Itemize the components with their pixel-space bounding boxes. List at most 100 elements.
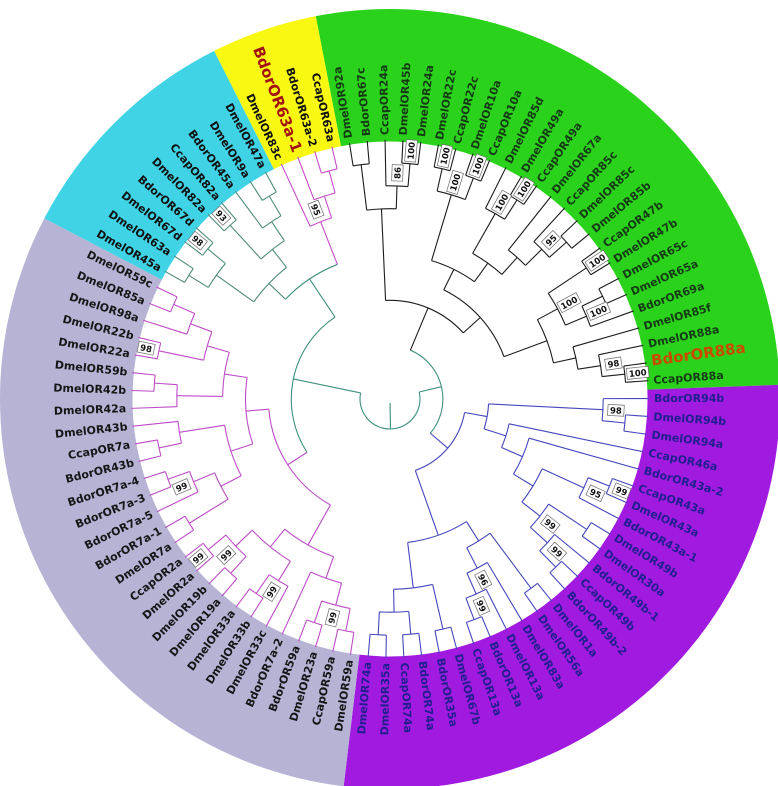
branch: [473, 262, 489, 283]
clade-arc: [539, 534, 556, 552]
branch: [323, 195, 333, 219]
branch: [313, 600, 323, 623]
branch: [541, 468, 585, 489]
clade-arc: [268, 574, 289, 587]
branch: [530, 526, 548, 544]
branch: [158, 442, 182, 449]
sector-yellow: [214, 16, 341, 170]
terminal-branch: [523, 185, 538, 205]
terminal-branch: [507, 195, 552, 251]
bootstrap-value: 99: [171, 478, 192, 496]
terminal-branch: [434, 630, 440, 654]
branch: [307, 504, 331, 546]
terminal-branch: [196, 555, 214, 572]
terminal-branch: [156, 491, 199, 513]
branch: [220, 475, 242, 487]
branch: [488, 403, 603, 411]
terminal-branch: [598, 344, 644, 356]
terminal-branch: [450, 626, 458, 650]
branch: [501, 257, 518, 275]
sector-lav: [0, 218, 360, 786]
bootstrap-value: 99: [539, 514, 561, 534]
terminal-branch: [418, 633, 423, 657]
branch: [503, 340, 548, 358]
leaf-label: DmelOR94b: [653, 410, 727, 428]
clade-arc: [508, 249, 526, 266]
bootstrap-label: 98: [607, 359, 620, 371]
terminal-branch: [138, 455, 161, 462]
clade-arc: [524, 582, 538, 594]
clade-arc: [310, 571, 342, 584]
terminal-branch: [138, 336, 161, 344]
terminal-branch: [249, 180, 263, 201]
bootstrap-value: 99: [472, 595, 491, 617]
branch: [429, 432, 449, 449]
terminal-branch: [480, 159, 491, 182]
branch: [525, 248, 543, 266]
branch: [207, 248, 226, 264]
clade-arc: [385, 299, 464, 334]
terminal-branch: [331, 146, 338, 170]
clade-arc: [253, 266, 287, 303]
branch: [513, 473, 534, 487]
bootstrap-box: [211, 205, 232, 226]
terminal-branch: [433, 144, 439, 168]
leaf-label: CcapOR88a: [653, 369, 724, 387]
branch: [464, 411, 488, 418]
branch: [255, 574, 270, 594]
leaf-label: BdorOR67c: [354, 67, 373, 137]
bootstrap-box: [187, 548, 209, 568]
terminal-branch: [349, 632, 355, 656]
terminal-branch: [401, 140, 404, 164]
terminal-branch: [195, 227, 214, 244]
bootstrap-label: 100: [449, 173, 464, 193]
branch: [380, 208, 387, 301]
bootstrap-value: 86: [391, 164, 404, 182]
bootstrap-box: [446, 169, 464, 195]
leaf-label: DmelOR74a: [355, 662, 374, 735]
terminal-branch: [143, 319, 188, 335]
terminal-branch: [234, 190, 264, 229]
clade-arc: [184, 268, 194, 283]
terminal-branch: [572, 327, 640, 348]
terminal-branch: [508, 423, 644, 453]
bootstrap-label: 100: [407, 142, 418, 161]
clade-arc: [415, 412, 466, 471]
branch: [328, 170, 336, 194]
leaf-label: BdorOR94b: [654, 392, 724, 405]
terminal-branch: [264, 171, 277, 193]
terminal-branch: [164, 270, 185, 283]
clade-arc: [434, 626, 451, 632]
bootstrap-value: 100: [436, 143, 454, 169]
branch: [483, 428, 507, 437]
clade-arc: [581, 522, 592, 537]
branch: [587, 477, 610, 487]
terminal-branch: [366, 140, 370, 164]
terminal-branch: [134, 439, 158, 445]
bootstrap-label: 99: [614, 485, 629, 499]
terminal-branch: [314, 624, 323, 648]
terminal-branch: [384, 140, 387, 186]
terminal-branch: [156, 286, 178, 298]
branch: [466, 572, 477, 595]
branch: [173, 303, 195, 315]
clade-arc: [321, 168, 338, 174]
bootstrap-label: 86: [393, 167, 403, 179]
bootstrap-value: 95: [307, 199, 325, 220]
branch: [581, 295, 603, 307]
bootstrap-value: 99: [546, 541, 568, 562]
terminal-branch: [367, 634, 371, 658]
branch: [462, 317, 481, 334]
branch: [521, 501, 541, 517]
terminal-branch: [623, 430, 647, 435]
branch: [436, 168, 443, 192]
terminal-branch: [134, 354, 158, 360]
branch: [472, 213, 496, 254]
bootstrap-box: [262, 581, 282, 603]
branch: [230, 555, 247, 574]
terminal-branch: [297, 156, 315, 200]
leaf-label: DmelOR35a: [378, 663, 392, 736]
terminal-branch: [581, 247, 601, 262]
clade-arc: [321, 600, 351, 609]
bootstrap-box: [584, 249, 610, 272]
